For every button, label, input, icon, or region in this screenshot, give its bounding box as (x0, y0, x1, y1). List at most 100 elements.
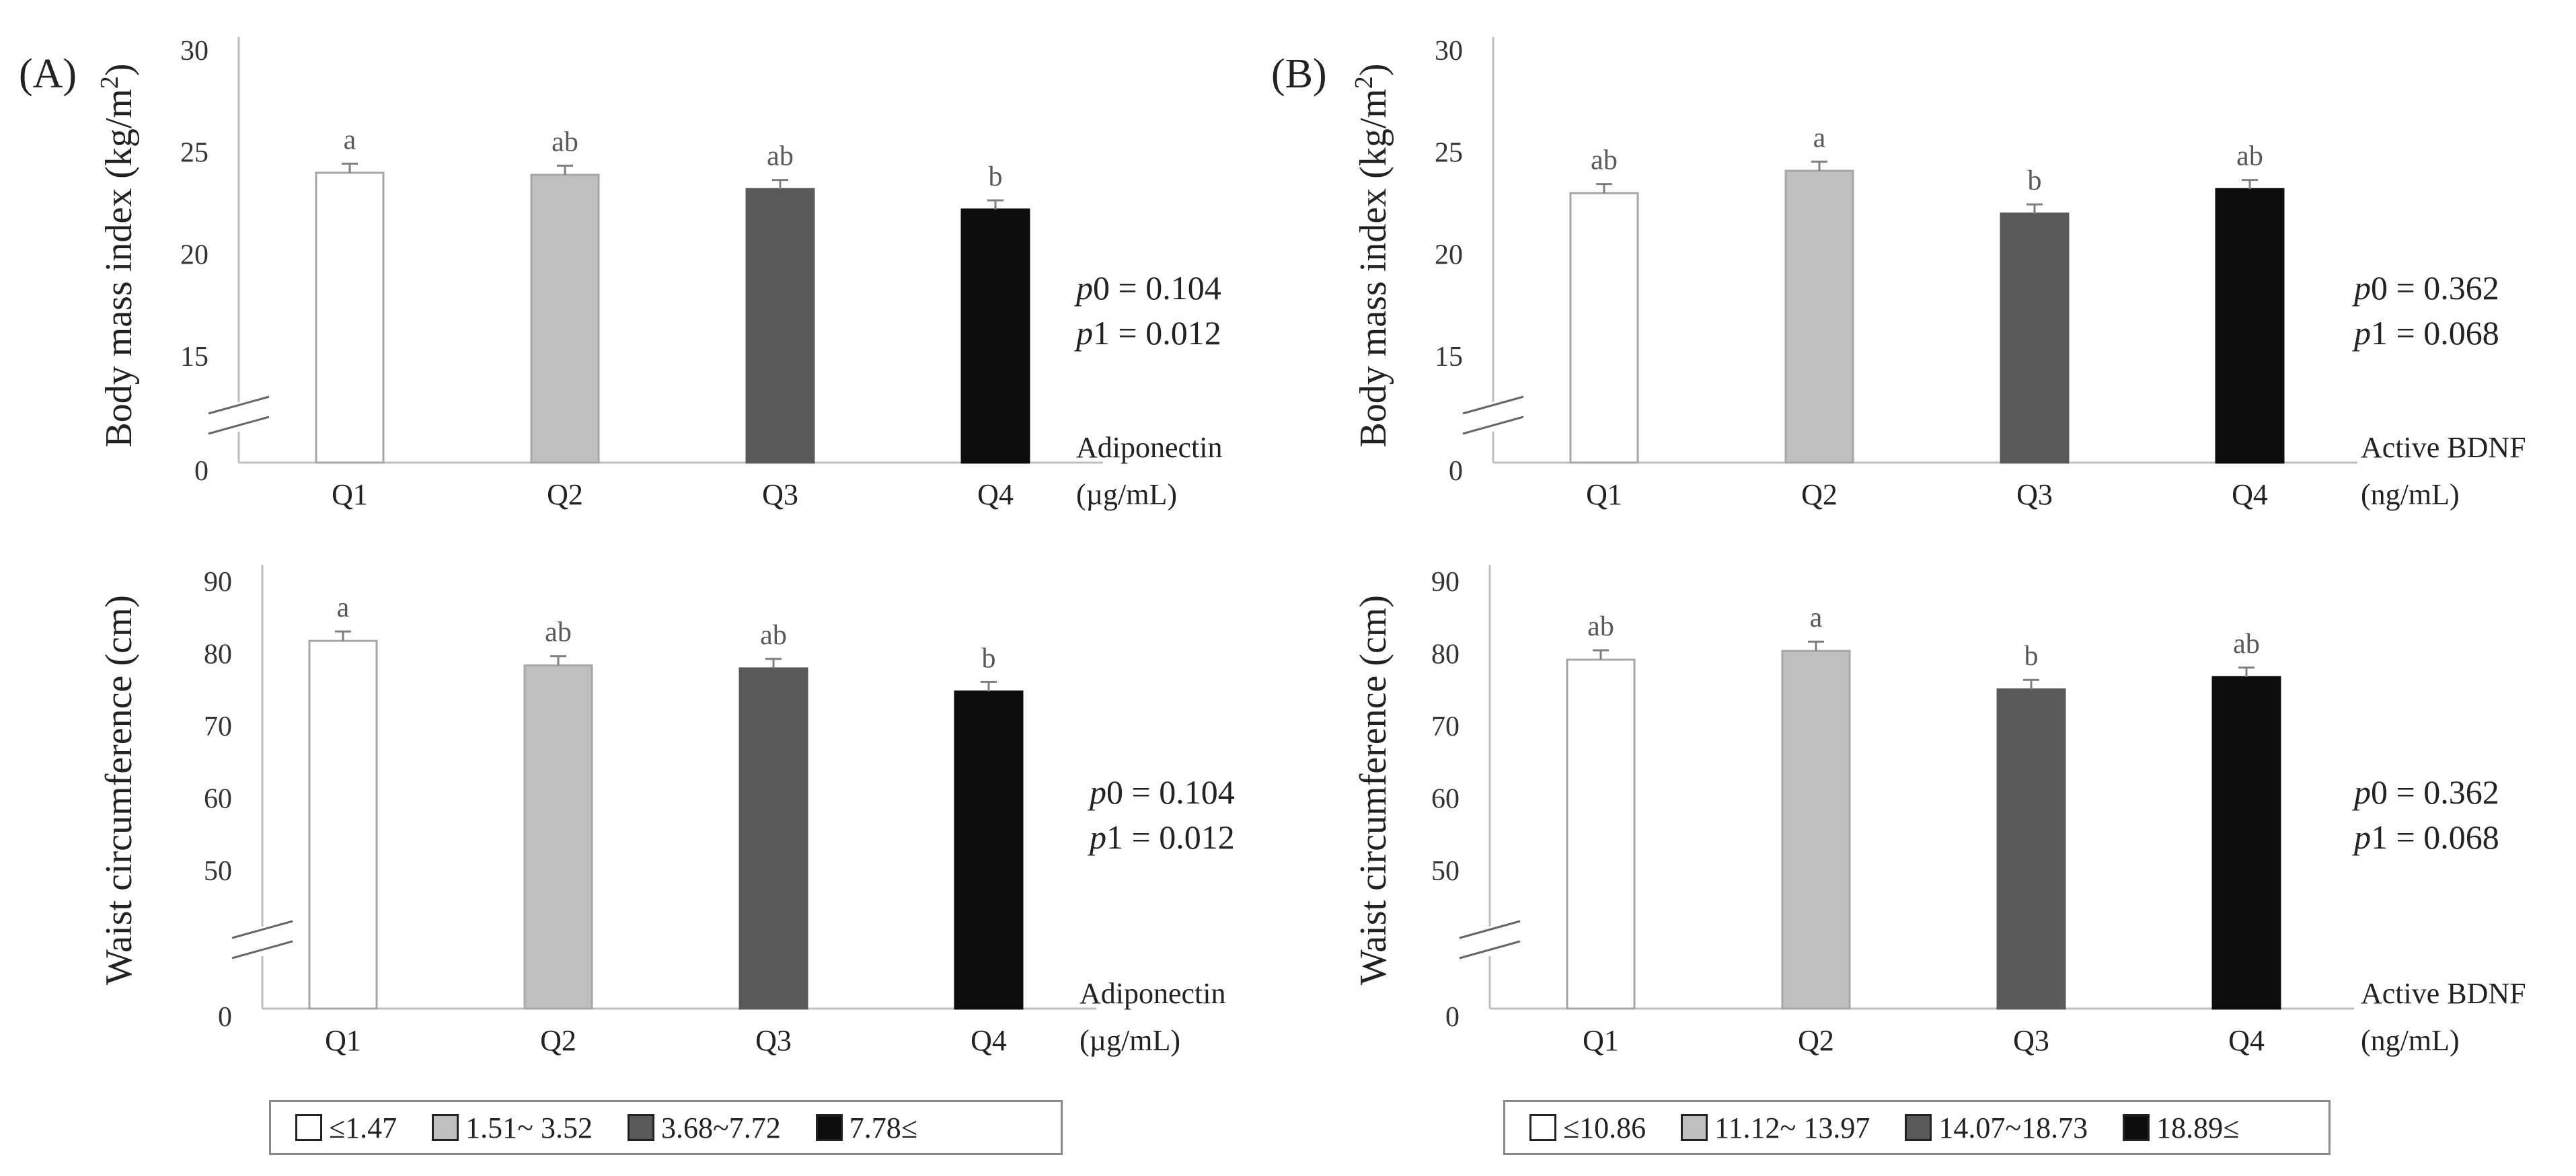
chart-b-top: 0 15 20 25 30 Body mass index (kg/m2) ab Q1 a Q2 b… (1350, 36, 2526, 511)
bar-q3 (2000, 212, 2070, 464)
x-tick-label: Q4 (971, 1024, 1007, 1057)
legend-swatch-q2 (432, 1114, 459, 1141)
legend-swatch-q3 (627, 1114, 654, 1141)
y-tick-label: 90 (204, 567, 232, 598)
significance-letter: a (337, 592, 350, 623)
y-tick-label: 25 (180, 138, 209, 169)
legend-swatch-q4 (2123, 1114, 2150, 1141)
x-axis-unit: (µg/mL) (1076, 478, 1177, 511)
x-tick-label: Q2 (1801, 478, 1838, 511)
x-tick-label: Q4 (2232, 478, 2268, 511)
x-tick-label: Q3 (2013, 1024, 2049, 1057)
legend-swatch-q4 (815, 1114, 843, 1141)
y-tick-label: 80 (1431, 639, 1460, 670)
y-tick-label: 20 (180, 239, 209, 270)
y-tick-label: 0 (1449, 456, 1463, 487)
legend-item: 1.51~ 3.52 (432, 1111, 593, 1145)
bar-q2 (530, 173, 600, 464)
y-tick-label: 60 (1431, 784, 1460, 815)
bar-q4 (2211, 676, 2281, 1010)
x-tick-label: Q1 (1583, 1024, 1619, 1057)
significance-letter: ab (760, 620, 787, 651)
y-tick-label: 50 (1431, 856, 1460, 887)
axis-break-mark (1459, 940, 1521, 959)
p-value: p0 = 0.104 (1088, 773, 1235, 811)
axis-break-mark (208, 416, 270, 435)
legend-b: ≤10.86 11.12~ 13.97 14.07~18.73 18.89≤ (1503, 1100, 2331, 1155)
legend-label: 1.51~ 3.52 (465, 1111, 593, 1144)
y-tick-label: 0 (218, 1002, 232, 1033)
x-tick-label: Q4 (977, 478, 1014, 511)
x-tick-label: Q2 (1798, 1024, 1834, 1057)
x-tick-label: Q3 (2016, 478, 2053, 511)
legend-label: 3.68~7.72 (660, 1111, 781, 1144)
legend-swatch-q2 (1681, 1114, 1708, 1141)
legend-item: 3.68~7.72 (627, 1111, 781, 1145)
y-tick-label: 70 (204, 711, 232, 742)
axis-break-mark (231, 920, 293, 939)
x-axis-unit: (ng/mL) (2361, 1024, 2460, 1057)
legend-swatch-q1 (295, 1114, 322, 1141)
bar-q2 (1784, 169, 1854, 464)
x-axis-label: Adiponectin (1079, 977, 1226, 1010)
y-tick-label: 60 (204, 784, 232, 815)
significance-letter: b (982, 643, 996, 674)
significance-letter: a (1810, 602, 1823, 633)
bar-q3 (1996, 688, 2066, 1010)
legend-swatch-q1 (1529, 1114, 1556, 1141)
bar-q1 (1569, 192, 1639, 464)
p-value: p1 = 0.068 (2352, 314, 2499, 352)
p-value: p1 = 0.068 (2352, 818, 2499, 856)
bar-q4 (954, 690, 1024, 1010)
x-tick-label: Q1 (325, 1024, 361, 1057)
x-tick-label: Q3 (755, 1024, 792, 1057)
axis-break-mark (208, 395, 270, 415)
y-tick-label: 0 (194, 456, 209, 487)
legend-label: 11.12~ 13.97 (1714, 1111, 1870, 1144)
bar-q3 (738, 667, 808, 1010)
y-tick-label: 50 (204, 856, 232, 887)
significance-letter: ab (2233, 629, 2260, 660)
legend-label: ≤1.47 (329, 1111, 397, 1144)
bar-q4 (960, 208, 1030, 464)
bar-q1 (1566, 658, 1636, 1010)
significance-letter: ab (2236, 141, 2263, 172)
bar-q4 (2215, 188, 2285, 464)
legend-label: 18.89≤ (2156, 1111, 2240, 1144)
significance-letter: a (344, 124, 356, 155)
legend-item: 7.78≤ (815, 1111, 917, 1145)
y-axis-label: Body mass index (kg/m2) (96, 63, 140, 447)
legend-item: 11.12~ 13.97 (1681, 1111, 1870, 1145)
axis-break-mark (1462, 416, 1524, 435)
significance-letter: b (2028, 165, 2042, 196)
bar-q3 (745, 188, 815, 464)
p-value: p0 = 0.362 (2352, 773, 2499, 811)
y-tick-label: 20 (1435, 239, 1463, 270)
legend-label: ≤10.86 (1563, 1111, 1646, 1144)
y-tick-label: 15 (180, 342, 209, 373)
y-axis-label: Body mass index (kg/m2) (1350, 63, 1394, 447)
significance-letter: ab (1591, 145, 1618, 176)
significance-letter: ab (767, 141, 794, 172)
legend-a: ≤1.47 1.51~ 3.52 3.68~7.72 7.78≤ (269, 1100, 1063, 1155)
panel-label-b: (B) (1271, 51, 1327, 97)
x-axis-label: Active BDNF (2361, 431, 2526, 464)
chart-a-top: 0 15 20 25 30 Body mass index (kg/m2) a Q1 ab Q2 a… (96, 36, 1223, 511)
y-tick-label: 25 (1435, 138, 1463, 169)
significance-letter: a (1813, 122, 1826, 153)
y-tick-label: 90 (1431, 567, 1460, 598)
x-tick-label: Q1 (1586, 478, 1622, 511)
bar-q1 (315, 171, 385, 464)
x-axis-unit: (ng/mL) (2361, 478, 2460, 511)
axis-break-mark (231, 940, 293, 959)
legend-item: ≤10.86 (1529, 1111, 1646, 1145)
axis-break-mark (1462, 395, 1524, 415)
significance-letter: b (2024, 641, 2039, 672)
bar-q1 (308, 639, 378, 1010)
y-tick-label: 0 (1445, 1002, 1460, 1033)
bar-q2 (523, 664, 593, 1010)
x-axis-label: Adiponectin (1076, 431, 1223, 464)
x-axis-unit: (µg/mL) (1079, 1024, 1180, 1057)
